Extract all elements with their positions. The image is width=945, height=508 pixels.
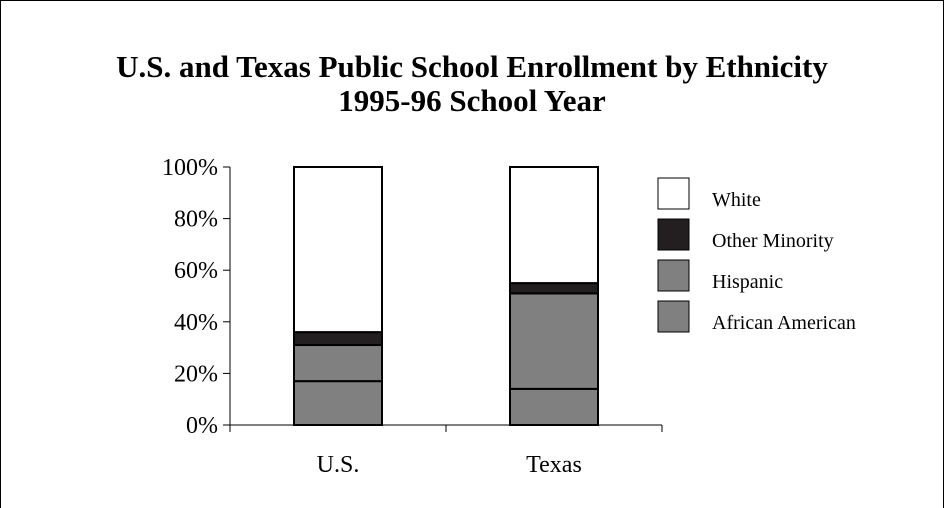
bar-segment-african-american bbox=[293, 380, 383, 427]
y-tick-label: 20% bbox=[174, 361, 218, 387]
bar-segment-african-american bbox=[509, 387, 599, 427]
bar-segment-other-minority bbox=[293, 331, 383, 347]
chart-title: U.S. and Texas Public School Enrollment … bbox=[0, 50, 944, 118]
legend-swatch-hispanic bbox=[657, 259, 690, 292]
legend-label: Hispanic bbox=[712, 271, 783, 293]
bar-segment-hispanic bbox=[293, 344, 383, 383]
x-category-label: Texas bbox=[526, 452, 582, 478]
y-tick-label: 40% bbox=[174, 310, 218, 336]
chart-subtitle: 1995-96 School Year bbox=[338, 83, 606, 118]
bar-segment-hispanic bbox=[509, 292, 599, 390]
y-tick-label: 100% bbox=[162, 155, 218, 181]
y-tick-label: 0% bbox=[186, 413, 218, 439]
bar-segment-white bbox=[293, 166, 383, 334]
bar-segment-white bbox=[509, 166, 599, 285]
y-tick-label: 80% bbox=[174, 207, 218, 233]
legend-swatch-african-american bbox=[657, 300, 690, 333]
legend-swatch-other-minority bbox=[657, 218, 690, 251]
legend-label: African American bbox=[712, 312, 856, 334]
x-category-label: U.S. bbox=[317, 452, 360, 478]
legend-label: Other Minority bbox=[712, 230, 834, 252]
bar-segment-other-minority bbox=[509, 282, 599, 295]
chart-title-line1: U.S. and Texas Public School Enrollment … bbox=[116, 49, 828, 84]
legend-label: White bbox=[712, 189, 761, 211]
y-tick-label: 60% bbox=[174, 258, 218, 284]
legend-swatch-white bbox=[657, 177, 690, 210]
